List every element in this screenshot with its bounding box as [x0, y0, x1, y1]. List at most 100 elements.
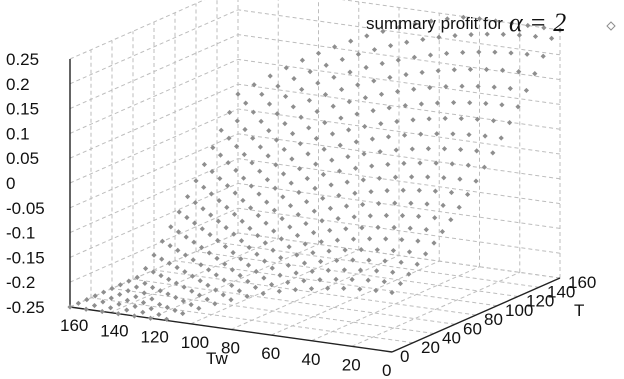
data-point	[91, 302, 98, 309]
data-point	[131, 313, 137, 319]
data-point	[490, 150, 496, 156]
data-point	[362, 95, 368, 101]
data-point	[223, 225, 229, 231]
data-point	[182, 269, 188, 275]
data-point	[208, 191, 214, 197]
data-point	[282, 121, 288, 127]
data-point	[260, 290, 266, 297]
data-point	[418, 131, 424, 137]
data-point	[327, 227, 333, 234]
y-axis-line	[391, 277, 561, 353]
data-point	[133, 284, 140, 290]
data-point	[411, 86, 417, 92]
data-point	[380, 28, 386, 34]
data-point	[299, 57, 305, 63]
data-point	[352, 190, 358, 196]
floor-grid-line-t	[174, 260, 498, 307]
data-point	[229, 267, 235, 273]
data-point	[269, 265, 275, 271]
data-point	[215, 237, 221, 244]
data-point	[175, 229, 182, 235]
data-point	[399, 213, 406, 219]
data-point	[432, 188, 438, 194]
data-point	[374, 268, 380, 274]
data-point	[67, 304, 73, 310]
data-point	[467, 66, 473, 72]
data-point	[465, 191, 471, 198]
data-point	[482, 133, 488, 139]
data-point	[338, 115, 344, 121]
data-point	[308, 286, 315, 292]
data-point	[365, 277, 371, 283]
data-point	[409, 174, 415, 180]
data-point	[304, 199, 310, 205]
data-point	[407, 225, 413, 231]
data-point	[361, 151, 367, 157]
data-point	[336, 192, 342, 199]
data-point	[339, 56, 345, 63]
axes	[69, 59, 561, 353]
z-tick-label: 0.1	[6, 124, 30, 143]
data-point	[426, 116, 432, 122]
data-point	[425, 146, 431, 152]
data-point	[367, 236, 373, 242]
data-point	[150, 284, 156, 291]
x-axis-label: Tw	[206, 349, 228, 368]
data-point	[142, 280, 148, 286]
data-point	[283, 93, 289, 100]
data-point	[476, 49, 482, 55]
data-point	[257, 168, 263, 174]
data-point	[466, 132, 472, 138]
data-point	[109, 285, 115, 292]
data-point	[164, 304, 170, 310]
data-point	[318, 239, 324, 245]
data-point	[240, 197, 246, 204]
data-point	[417, 160, 423, 166]
data-point	[241, 151, 247, 158]
data-point	[278, 236, 284, 242]
data-point	[336, 168, 343, 174]
z-tick-label: 0.2	[6, 75, 30, 94]
data-point	[491, 84, 497, 90]
data-point	[209, 168, 215, 175]
x-tick-label: 60	[261, 344, 280, 363]
data-point	[301, 260, 308, 266]
y-tick-label: 160	[568, 273, 596, 292]
y-axis-label: T	[574, 301, 584, 320]
data-point	[201, 184, 207, 190]
data-point	[285, 262, 291, 268]
data-point	[353, 139, 359, 145]
data-point	[346, 127, 352, 133]
data-point	[388, 43, 394, 49]
data-point	[347, 69, 353, 75]
data-point	[371, 78, 377, 84]
data-point	[500, 31, 506, 37]
data-point	[404, 39, 410, 45]
data-point	[245, 262, 252, 268]
data-point	[290, 104, 296, 110]
data-point	[242, 126, 248, 133]
data-point	[278, 255, 284, 261]
data-point	[159, 238, 165, 244]
data-point	[92, 293, 98, 299]
data-point	[289, 156, 295, 162]
data-point	[366, 257, 372, 263]
data-point	[243, 100, 249, 106]
data-point	[342, 247, 348, 253]
data-point	[390, 269, 396, 275]
data-point	[167, 243, 173, 249]
x-tick-label: 160	[60, 316, 88, 335]
data-point	[108, 295, 114, 301]
data-point	[317, 277, 323, 283]
x-tick-label: 0	[382, 361, 391, 379]
y-tick-label: 20	[421, 338, 440, 357]
data-point	[509, 20, 515, 26]
data-point	[285, 279, 291, 286]
data-point	[248, 205, 254, 211]
data-point	[412, 21, 418, 27]
data-point	[393, 147, 399, 153]
sidewall-grid-line	[69, 9, 239, 85]
data-point	[214, 255, 220, 262]
data-point	[313, 135, 319, 142]
